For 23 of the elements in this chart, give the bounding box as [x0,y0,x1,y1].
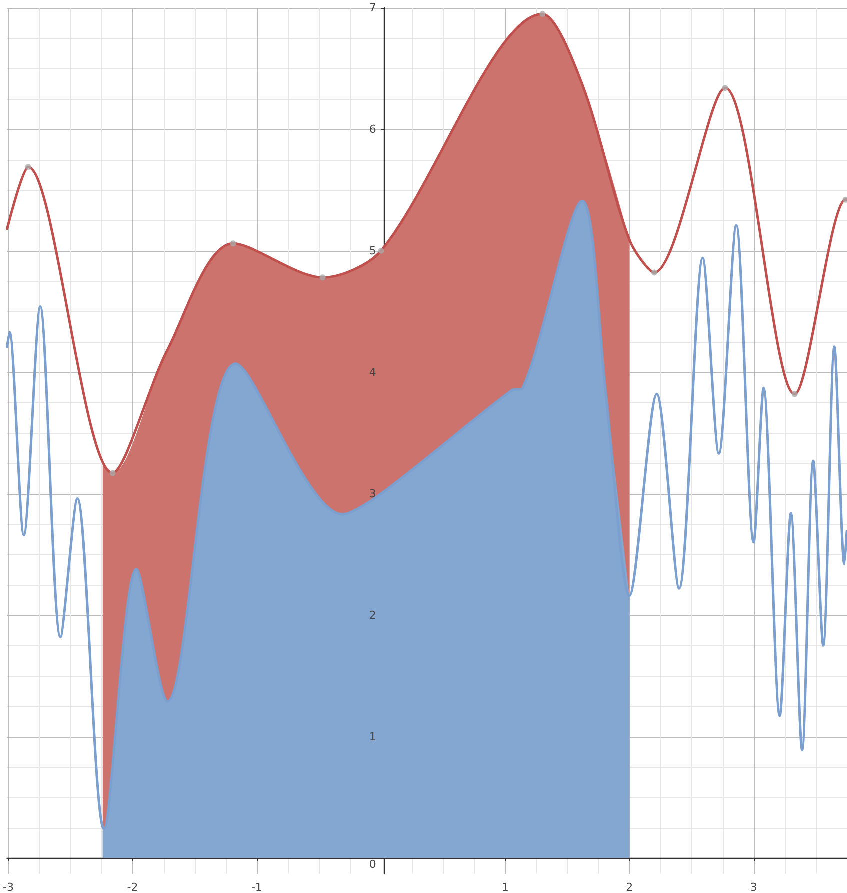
y-tick-label: 1 [369,730,376,744]
y-tick-label: 6 [369,122,376,136]
point [378,248,384,254]
point [25,164,32,170]
x-tick-label: -3 [3,881,14,893]
x-tick-label: 2 [626,881,634,893]
x-tick-label: 3 [750,881,758,893]
y-tick-label: 4 [369,366,376,379]
point [792,391,798,398]
x-tick-label: -2 [127,881,138,893]
y-tick-label: 7 [369,2,376,14]
point [230,240,236,247]
point [320,274,326,281]
point [722,85,728,92]
point [651,270,658,276]
point [540,11,546,18]
y-tick-label: 5 [369,244,376,258]
x-tick-label: 1 [502,881,509,893]
y-tick-label: 3 [369,487,376,500]
x-tick-label: -1 [251,881,262,893]
y-tick-label: 2 [369,608,376,622]
point [110,470,116,476]
y-tick-label: 0 [369,858,376,872]
